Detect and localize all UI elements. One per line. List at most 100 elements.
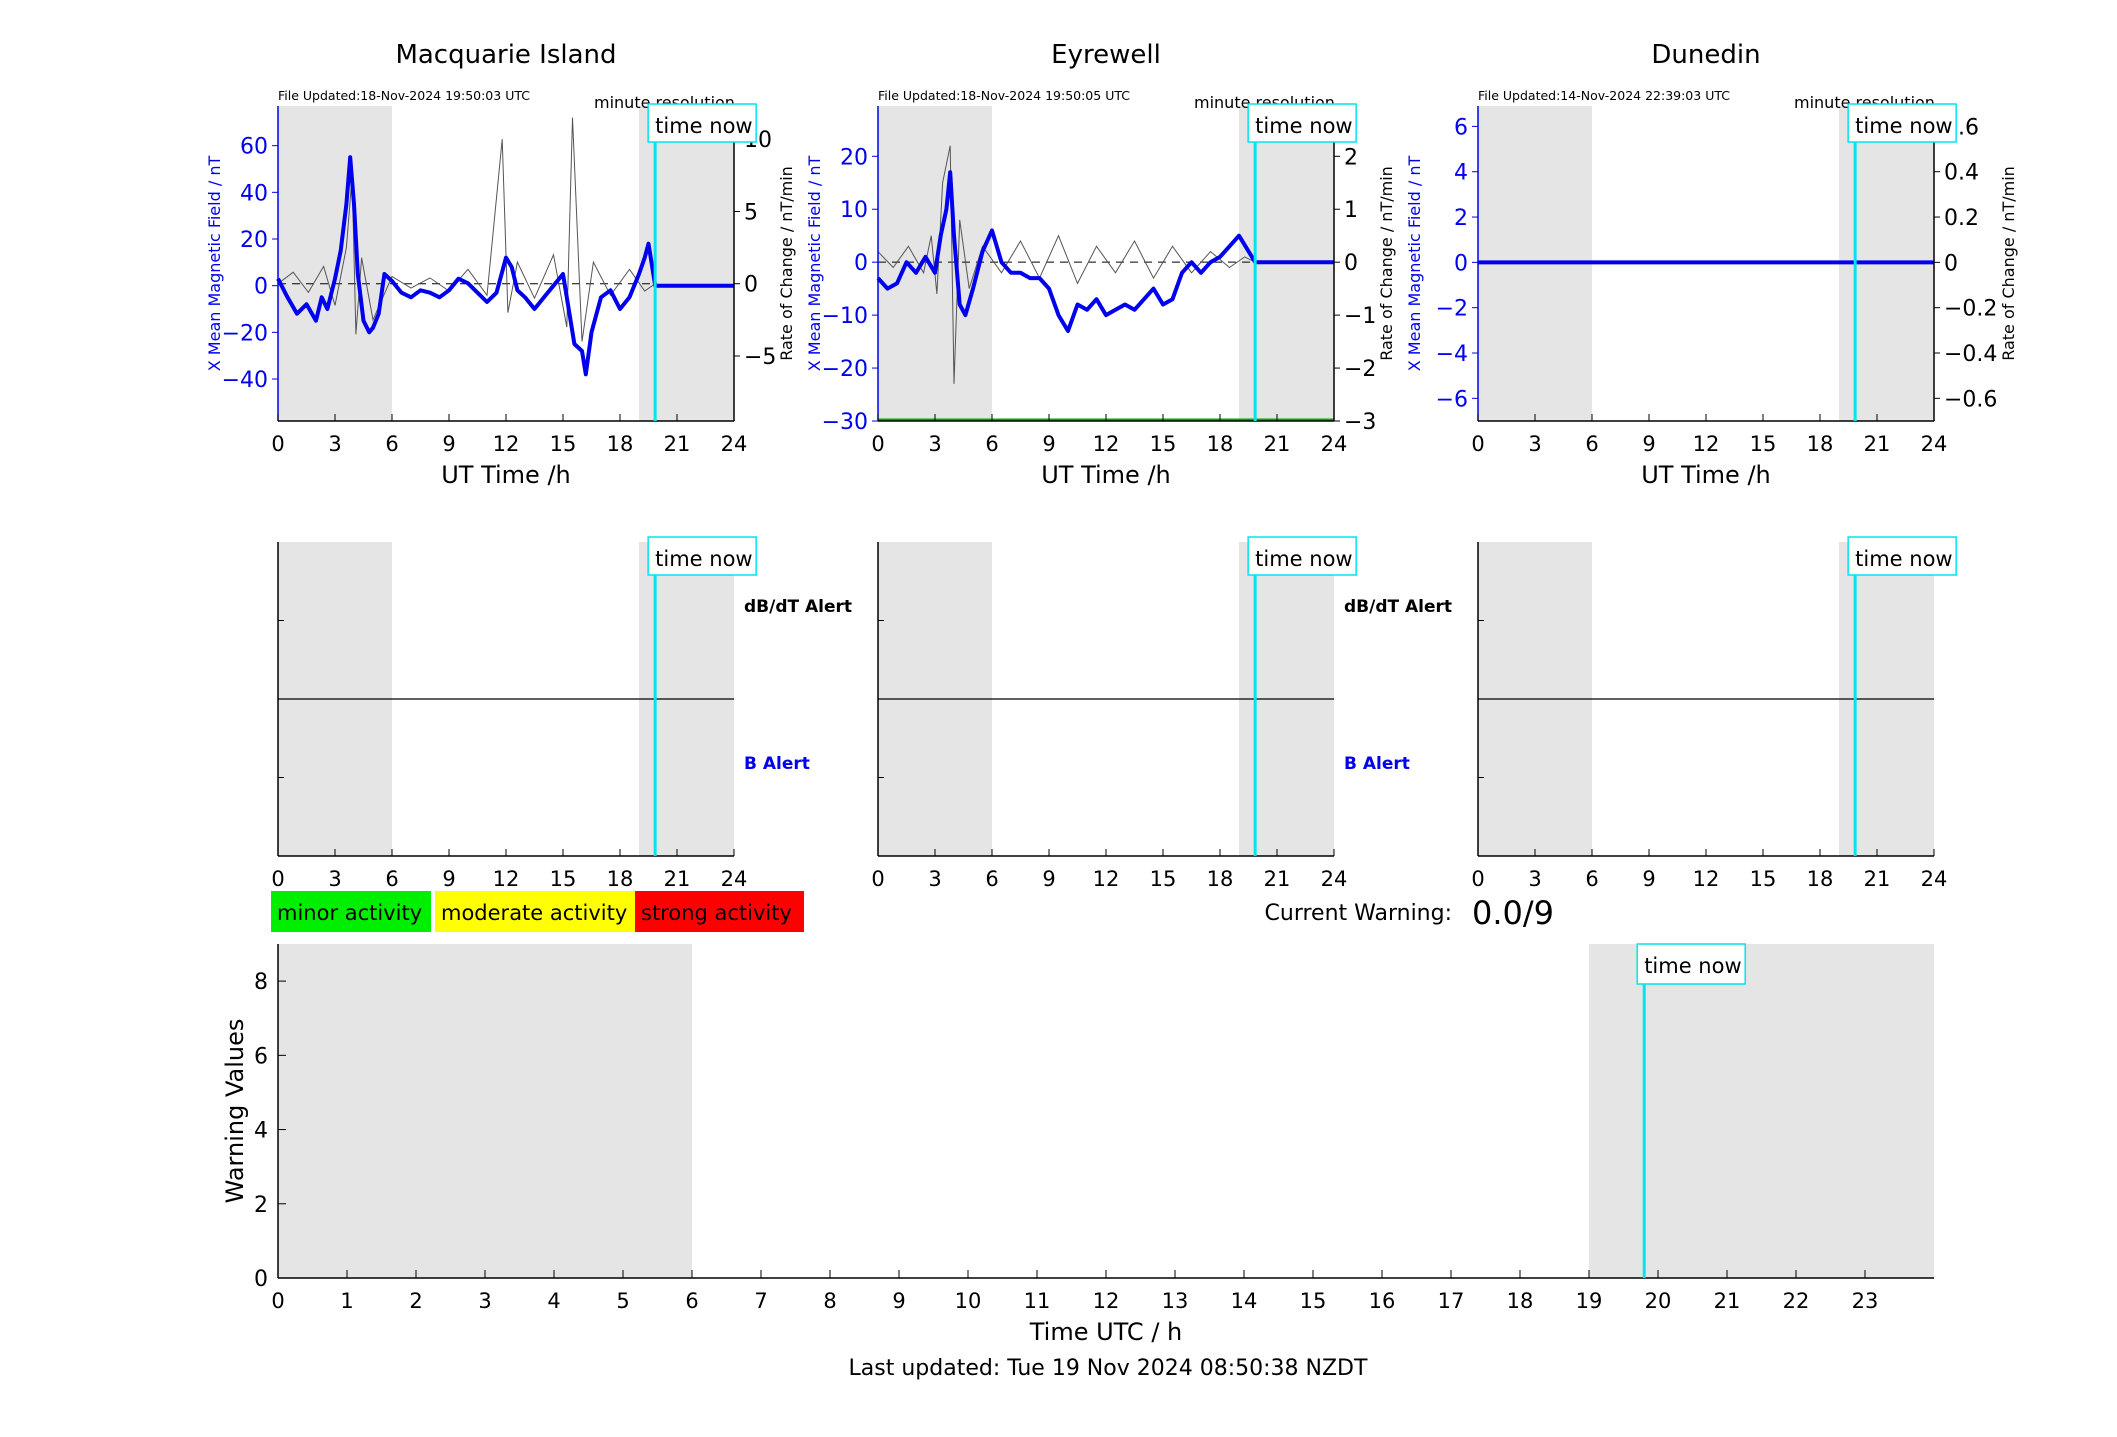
station-1-x-tick-label: 15	[1150, 432, 1177, 456]
station-2-y-tick-label: −6	[1436, 387, 1468, 412]
alert-panel-1-x-tick-label: 21	[1264, 867, 1291, 891]
station-2-y2-axis-label: Rate of Change / nT/min	[1999, 166, 2018, 361]
station-2-x-tick-label: 0	[1471, 432, 1484, 456]
station-0-x-tick-label: 24	[721, 432, 748, 456]
station-0-y-tick-label: −40	[222, 368, 268, 393]
legend-strong-label: strong activity	[641, 901, 792, 925]
station-1-y-tick-label: −10	[822, 304, 868, 329]
alert-panel-2-x-tick-label: 18	[1807, 867, 1834, 891]
alert-panel-0-db-alert-label: dB/dT Alert	[744, 597, 852, 617]
station-2-y2-tick-label: −0.6	[1944, 387, 1997, 412]
station-1-x-tick-label: 12	[1093, 432, 1120, 456]
station-0-y-tick-label: 0	[254, 275, 268, 300]
alert-panel-1-x-tick-label: 24	[1321, 867, 1348, 891]
alert-panel-2-x-tick-label: 3	[1528, 867, 1541, 891]
station-1-title: Eyrewell	[1051, 40, 1161, 70]
station-1-field-series	[876, 170, 1334, 333]
warning-chart-x-tick-label: 23	[1852, 1289, 1879, 1313]
station-2-y-tick-label: −4	[1436, 342, 1468, 367]
station-0-y-axis-label: X Mean Magnetic Field / nT	[205, 156, 224, 372]
station-1-y-tick-label: −30	[822, 410, 868, 435]
warning-chart-x-tick-label: 20	[1645, 1289, 1672, 1313]
alert-panel-0-b-alert-label: B Alert	[744, 754, 810, 774]
station-2-x-tick-label: 15	[1750, 432, 1777, 456]
alert-panel-2-time-now-label: time now	[1855, 547, 1952, 571]
station-0-x-tick-label: 12	[493, 432, 520, 456]
station-0-y-tick-label: 60	[240, 135, 268, 160]
station-2-x-tick-label: 18	[1807, 432, 1834, 456]
warning-chart-x-axis-label: Time UTC / h	[1029, 1318, 1183, 1346]
warning-chart-x-tick-label: 8	[823, 1289, 836, 1313]
alert-panel-0-x-tick-label: 18	[607, 867, 634, 891]
warning-chart-time-now-label: time now	[1644, 954, 1741, 978]
warning-chart-x-tick-label: 3	[478, 1289, 491, 1313]
warning-chart-y-tick-label: 6	[254, 1044, 268, 1069]
station-2-y-tick-label: 4	[1454, 161, 1468, 186]
warning-chart-shaded-region-0	[278, 944, 692, 1278]
alert-panel-0-x-tick-label: 3	[328, 867, 341, 891]
station-2-y-tick-label: 2	[1454, 206, 1468, 231]
station-2-file-updated: File Updated:14-Nov-2024 22:39:03 UTC	[1478, 88, 1730, 103]
warning-chart-x-tick-label: 9	[892, 1289, 905, 1313]
station-2-x-axis-label: UT Time /h	[1641, 461, 1771, 489]
station-1-y-tick-label: 20	[840, 145, 868, 170]
alert-panel-0-x-tick-label: 0	[271, 867, 284, 891]
station-1-y2-tick-label: −1	[1344, 304, 1376, 329]
station-1-time-now-box	[1247, 103, 1357, 143]
station-0-x-tick-label: 6	[385, 432, 398, 456]
warning-chart-x-tick-label: 11	[1024, 1289, 1051, 1313]
current-warning-value: 0.0/9	[1472, 894, 1554, 932]
station-0-x-tick-label: 0	[271, 432, 284, 456]
alert-panel-1-x-tick-label: 0	[871, 867, 884, 891]
legend-strong-swatch	[635, 891, 804, 932]
station-0-time-now-label: time now	[655, 114, 752, 138]
warning-chart-x-tick-label: 5	[616, 1289, 629, 1313]
station-1-x-tick-label: 21	[1264, 432, 1291, 456]
warning-chart-x-tick-label: 17	[1438, 1289, 1465, 1313]
station-1-x-tick-label: 3	[928, 432, 941, 456]
station-0-shaded-region-0	[278, 106, 392, 421]
warning-chart-x-tick-label: 6	[685, 1289, 698, 1313]
station-1-x-tick-label: 18	[1207, 432, 1234, 456]
station-0-x-tick-label: 3	[328, 432, 341, 456]
alert-panel-2-x-tick-label: 21	[1864, 867, 1891, 891]
legend-moderate-label: moderate activity	[441, 901, 627, 925]
station-1-x-tick-label: 24	[1321, 432, 1348, 456]
warning-chart-x-tick-label: 22	[1783, 1289, 1810, 1313]
station-1-file-updated: File Updated:18-Nov-2024 19:50:05 UTC	[878, 88, 1130, 103]
warning-chart-x-tick-label: 15	[1300, 1289, 1327, 1313]
warning-chart-x-tick-label: 12	[1093, 1289, 1120, 1313]
alert-panel-0-x-tick-label: 21	[664, 867, 691, 891]
alert-panel-0-x-tick-label: 9	[442, 867, 455, 891]
warning-chart-y-axis-label: Warning Values	[221, 1019, 249, 1204]
alert-panel-1-time-now-box	[1247, 536, 1357, 576]
alert-panel-2-x-tick-label: 6	[1585, 867, 1598, 891]
station-1-x-tick-label: 9	[1042, 432, 1055, 456]
station-0-y-tick-label: −20	[222, 321, 268, 346]
warning-chart-x-tick-label: 16	[1369, 1289, 1396, 1313]
station-0-time-now-box	[647, 103, 757, 143]
station-2-y-axis-label: X Mean Magnetic Field / nT	[1405, 156, 1424, 372]
warning-chart-x-tick-label: 18	[1507, 1289, 1534, 1313]
warning-chart-x-tick-label: 13	[1162, 1289, 1189, 1313]
current-warning-label: Current Warning:	[1265, 901, 1452, 926]
alert-panel-1-time-now-label: time now	[1255, 547, 1352, 571]
station-2-time-now-label: time now	[1855, 114, 1952, 138]
station-1-y2-axis-label: Rate of Change / nT/min	[1377, 166, 1396, 361]
warning-chart-shaded-region-1	[1589, 944, 1934, 1278]
alert-panel-2-x-tick-label: 24	[1921, 867, 1948, 891]
warning-chart-x-tick-label: 21	[1714, 1289, 1741, 1313]
station-1-time-now-label: time now	[1255, 114, 1352, 138]
station-2-title: Dunedin	[1651, 40, 1760, 70]
station-1-y-tick-label: 10	[840, 198, 868, 223]
alert-panel-1-db-alert-label: dB/dT Alert	[1344, 597, 1452, 617]
alert-panel-1-x-tick-label: 9	[1042, 867, 1055, 891]
station-2-y2-tick-label: 0.2	[1944, 206, 1979, 231]
last-updated-text: Last updated: Tue 19 Nov 2024 08:50:38 N…	[849, 1356, 1368, 1381]
station-0-y2-tick-label: −5	[744, 345, 776, 370]
station-1-y2-tick-label: 0	[1344, 251, 1358, 276]
station-1-x-tick-label: 0	[871, 432, 884, 456]
alert-panel-2-x-tick-label: 12	[1693, 867, 1720, 891]
warning-chart-y-tick-label: 0	[254, 1267, 268, 1292]
